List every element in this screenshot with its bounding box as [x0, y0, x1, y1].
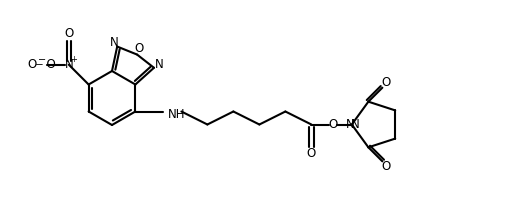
Text: +: +	[70, 55, 77, 64]
Text: O: O	[28, 58, 37, 71]
Text: N: N	[110, 36, 119, 49]
Text: −: −	[38, 55, 46, 65]
Text: N: N	[65, 58, 73, 71]
Text: −: −	[34, 60, 43, 70]
Text: N: N	[155, 58, 163, 71]
Text: O: O	[382, 160, 391, 173]
Text: O: O	[329, 118, 338, 131]
Text: O: O	[64, 27, 74, 40]
Text: N: N	[346, 118, 354, 131]
Text: NH: NH	[167, 108, 185, 121]
Text: N: N	[351, 118, 360, 131]
Text: O: O	[39, 58, 56, 71]
Text: O: O	[382, 76, 391, 89]
Text: O: O	[307, 147, 316, 160]
Text: O: O	[135, 42, 144, 55]
